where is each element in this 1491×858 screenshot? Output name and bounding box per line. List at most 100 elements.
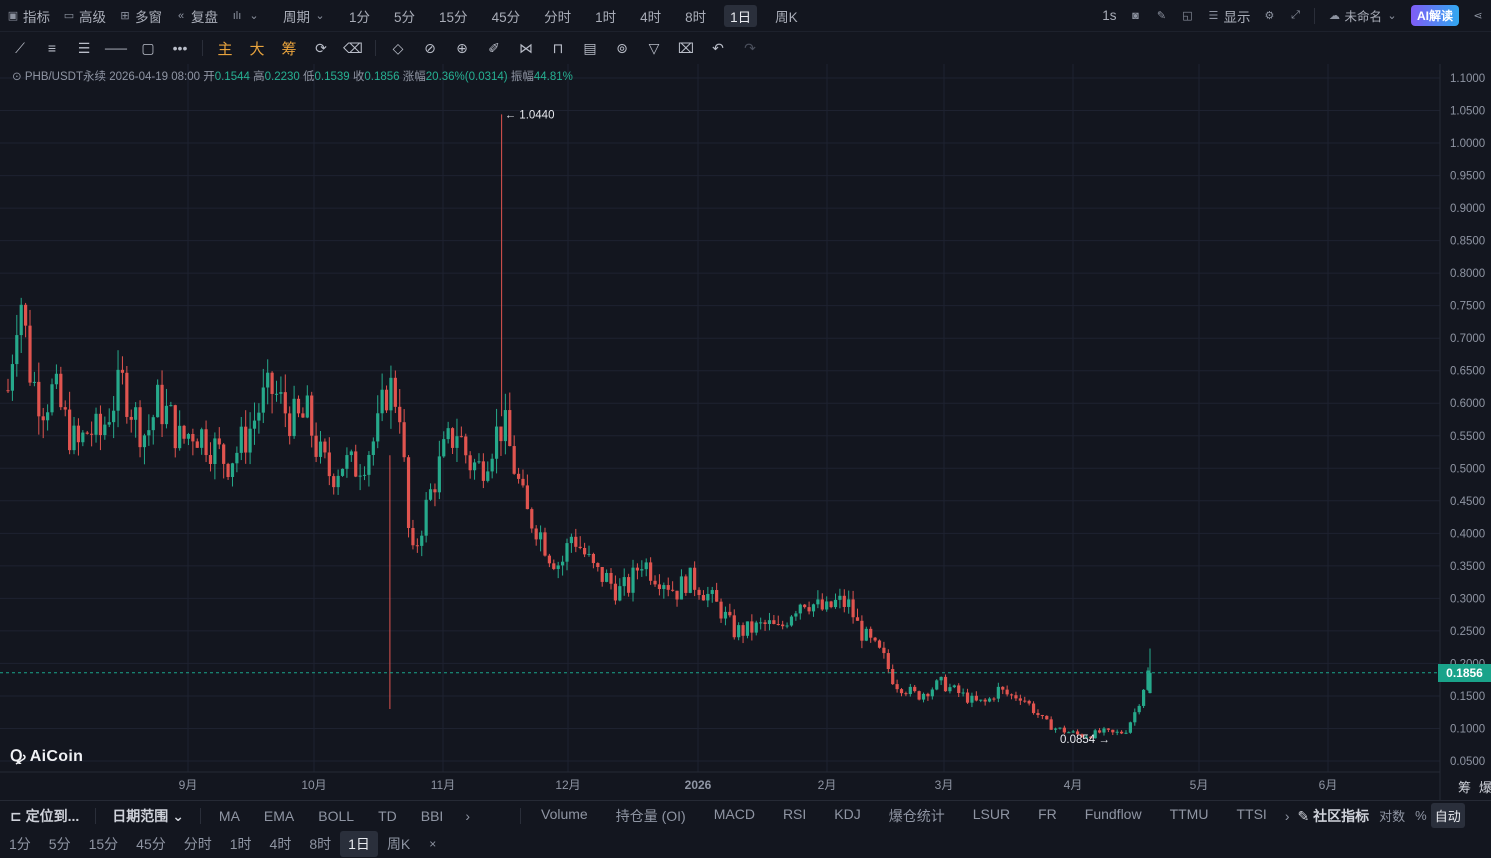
edit-button[interactable]: ✎	[1148, 5, 1174, 27]
sub-indicator-3[interactable]: RSI	[782, 805, 807, 822]
chevron-right-icon[interactable]: ›	[465, 807, 470, 824]
log-scale-button[interactable]: 对数	[1379, 809, 1406, 824]
auto-scale-button[interactable]: 自动	[1430, 803, 1465, 828]
candle-body	[428, 489, 433, 500]
main-indicator-boll[interactable]: BOLL	[318, 807, 355, 824]
share-button[interactable]: ⋖	[1465, 5, 1491, 27]
channel-tool-icon[interactable]: ☰	[77, 39, 91, 56]
layout-dropdown[interactable]: ☁ 未命名 ⌄	[1321, 5, 1405, 27]
link-icon[interactable]: ⊚	[616, 39, 628, 56]
last-candle-body	[1148, 672, 1152, 694]
date-range-dropdown[interactable]: 日期范围 ⌄	[112, 807, 184, 824]
indicator-button[interactable]: ▣ 指标	[7, 9, 50, 25]
eraser-icon[interactable]: ⌫	[343, 39, 363, 56]
community-indicator-button[interactable]: ✎ 社区指标	[1297, 807, 1370, 824]
filter-icon[interactable]: ▽	[648, 39, 660, 56]
locate-button[interactable]: ⊏ 定位到...	[10, 807, 80, 824]
main-indicator-ema[interactable]: EMA	[263, 807, 295, 824]
sub-indicator-9[interactable]: TTMU	[1169, 805, 1209, 822]
sub-indicator-2[interactable]: MACD	[713, 805, 755, 822]
advanced-button[interactable]: ▭ 高级	[63, 9, 106, 25]
percent-scale-button[interactable]: %	[1415, 808, 1427, 823]
close-icon[interactable]: ×	[429, 837, 437, 851]
candle-type-button[interactable]: ılı ⌄	[224, 5, 267, 27]
replay-button[interactable]: «复盘	[168, 5, 224, 27]
y-tick-label: 0.5500	[1450, 431, 1485, 443]
ruler-icon[interactable]: ⊘	[424, 39, 436, 56]
pattern-icon[interactable]: ⋈	[519, 39, 533, 56]
main-indicator-ma[interactable]: MA	[218, 807, 240, 824]
period-tab-5[interactable]: 1时	[595, 9, 617, 25]
main-indicator-td[interactable]: TD	[378, 807, 397, 824]
candle-body	[534, 528, 538, 540]
screenshot-button[interactable]: ◙	[1122, 5, 1148, 27]
sub-indicator-5[interactable]: 爆仓统计	[888, 807, 945, 824]
candlestick-chart[interactable]: 1.1000 1.0500 1.0000 0.9500 0.9000 0.8500 0.80…	[0, 64, 1491, 800]
sync-icon[interactable]: ⟳	[315, 39, 327, 56]
info-toggle-icon[interactable]: ⊙	[12, 71, 22, 83]
interval-button[interactable]: 1s	[1102, 8, 1117, 23]
template-icon[interactable]: ▤	[583, 39, 597, 56]
candle-body	[235, 452, 239, 464]
magnet-icon[interactable]: ◇	[392, 39, 404, 56]
sub-indicator-1[interactable]: 持仓量 (OI)	[615, 807, 686, 824]
lock-icon[interactable]: ⊓	[552, 39, 564, 56]
bottom-period-tab-8[interactable]: 1日	[340, 831, 378, 857]
undo-icon[interactable]: ↶	[712, 39, 724, 56]
period-tab-1[interactable]: 5分	[394, 9, 416, 25]
candle-body	[811, 604, 816, 612]
period-tab-2[interactable]: 15分	[439, 9, 468, 25]
brush-icon[interactable]: ✐	[488, 39, 500, 56]
candle-body	[904, 693, 908, 695]
bottom-period-tab-0[interactable]: 1分	[9, 836, 31, 852]
bottom-period-tab-7[interactable]: 8时	[309, 836, 332, 852]
candle-body	[899, 689, 904, 694]
bottom-period-tab-6[interactable]: 4时	[269, 836, 292, 852]
multi-window-button[interactable]: ⊞ 多窗	[112, 5, 168, 27]
line-tool-icon[interactable]: ⟋	[15, 39, 25, 56]
chip-button[interactable]: 筹	[281, 40, 297, 58]
main-indicator-bbi[interactable]: BBI	[420, 807, 444, 824]
rectangle-icon[interactable]: ▢	[141, 39, 155, 56]
chevron-right-icon[interactable]: ›	[1284, 807, 1290, 824]
redo-icon[interactable]: ↷	[744, 39, 756, 56]
sub-indicator-0[interactable]: Volume	[541, 805, 588, 822]
main-chart-button[interactable]: 主	[217, 40, 233, 58]
big-order-button[interactable]: 大	[249, 40, 265, 58]
bottom-period-tab-3[interactable]: 45分	[136, 836, 166, 852]
zoom-icon[interactable]: ⊕	[456, 39, 468, 56]
candle-body	[895, 684, 899, 690]
settings-button[interactable]: ⚙	[1256, 5, 1282, 27]
period-tab-0[interactable]: 1分	[349, 9, 371, 25]
ai-read-button[interactable]: AI解读	[1405, 5, 1465, 27]
period-tab-8[interactable]: 1日	[724, 4, 758, 27]
sub-indicator-4[interactable]: KDJ	[834, 805, 861, 822]
candle-body	[230, 463, 235, 478]
period-tab-7[interactable]: 8时	[685, 9, 707, 25]
sub-indicator-6[interactable]: LSUR	[972, 805, 1011, 822]
candle-body	[41, 416, 45, 421]
display-button[interactable]: ☰ 显示	[1200, 5, 1256, 27]
period-dropdown[interactable]: 周期 ⌄	[277, 5, 333, 27]
horizontal-line-icon[interactable]: ⸺	[104, 40, 128, 56]
trash-icon[interactable]: ⌧	[677, 39, 695, 56]
parallel-tool-icon[interactable]: ≡	[47, 40, 57, 56]
period-tab-9[interactable]: 周K	[775, 9, 798, 25]
y-tick-label: 0.4000	[1450, 528, 1485, 540]
period-tab-3[interactable]: 45分	[491, 9, 521, 25]
fullscreen-button[interactable]: ⤢	[1282, 5, 1308, 27]
period-tab-6[interactable]: 4时	[640, 9, 662, 25]
bottom-period-tab-5[interactable]: 1时	[229, 836, 252, 852]
bottom-period-tab-4[interactable]: 分时	[183, 836, 212, 852]
sub-indicator-8[interactable]: Fundflow	[1084, 805, 1142, 822]
bottom-period-tab-1[interactable]: 5分	[48, 836, 71, 852]
bottom-period-tab-2[interactable]: 15分	[88, 836, 119, 852]
alert-button[interactable]: ◱	[1174, 5, 1200, 27]
sub-indicator-7[interactable]: FR	[1038, 805, 1057, 822]
bottom-period-tab-9[interactable]: 周K	[386, 836, 411, 852]
period-tab-4[interactable]: 分时	[544, 9, 572, 25]
more-tools-icon[interactable]: •••	[172, 40, 188, 56]
candle-body	[362, 474, 367, 476]
candle-body	[450, 428, 455, 448]
sub-indicator-10[interactable]: TTSI	[1236, 805, 1267, 822]
